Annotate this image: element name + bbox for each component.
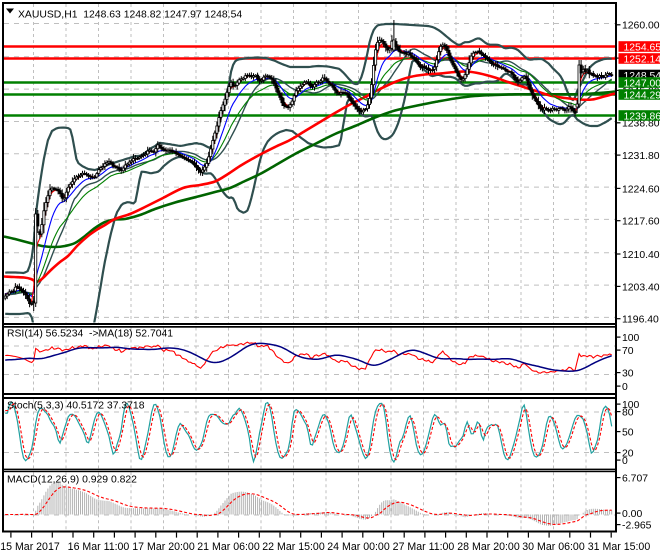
svg-text:1217.60: 1217.60 bbox=[622, 217, 660, 228]
svg-text:22 Mar 15:00: 22 Mar 15:00 bbox=[262, 541, 325, 553]
svg-text:1248.54: 1248.54 bbox=[624, 71, 660, 82]
svg-text:1244.29: 1244.29 bbox=[624, 90, 660, 101]
svg-text:1254.65: 1254.65 bbox=[624, 42, 660, 53]
svg-text:1252.14: 1252.14 bbox=[624, 54, 660, 65]
svg-text:1224.60: 1224.60 bbox=[622, 184, 660, 195]
svg-text:Stoch(5,3,3) 40.5172 37.3718: Stoch(5,3,3) 40.5172 37.3718 bbox=[7, 401, 145, 412]
svg-text:28 Mar 20:00: 28 Mar 20:00 bbox=[457, 541, 520, 553]
svg-text:27 Mar 11:00: 27 Mar 11:00 bbox=[393, 541, 455, 553]
svg-text:70: 70 bbox=[622, 346, 634, 357]
svg-text:30: 30 bbox=[622, 369, 634, 380]
svg-text:1231.80: 1231.80 bbox=[622, 151, 660, 162]
svg-text:17 Mar 20:00: 17 Mar 20:00 bbox=[132, 541, 195, 553]
svg-text:6.707: 6.707 bbox=[622, 474, 648, 485]
svg-text:0: 0 bbox=[622, 382, 628, 393]
svg-text:1247.00: 1247.00 bbox=[624, 78, 660, 89]
svg-text:1203.40: 1203.40 bbox=[622, 282, 660, 293]
svg-text:24 Mar 00:00: 24 Mar 00:00 bbox=[327, 541, 390, 553]
svg-text:1238.80: 1238.80 bbox=[622, 119, 660, 130]
svg-text:XAUUSD,H1 1248.63 1248.82 124: XAUUSD,H1 1248.63 1248.82 1247.97 1248.5… bbox=[18, 10, 242, 21]
svg-text:1239.86: 1239.86 bbox=[624, 111, 660, 122]
svg-text:1196.40: 1196.40 bbox=[622, 315, 659, 326]
svg-text:100: 100 bbox=[622, 400, 640, 411]
svg-text:31 Mar 15:00: 31 Mar 15:00 bbox=[588, 541, 651, 553]
svg-text:20: 20 bbox=[622, 449, 634, 460]
svg-text:1260.00: 1260.00 bbox=[622, 21, 660, 32]
svg-text:80: 80 bbox=[622, 408, 634, 419]
svg-text:16 Mar 11:00: 16 Mar 11:00 bbox=[68, 541, 130, 553]
svg-text:30 Mar 06:00: 30 Mar 06:00 bbox=[522, 541, 585, 553]
svg-text:1210.40: 1210.40 bbox=[622, 250, 660, 261]
svg-text:21 Mar 06:00: 21 Mar 06:00 bbox=[197, 541, 260, 553]
svg-text:RSI(14) 56.5234 ->MA(18) 52.7: RSI(14) 56.5234 ->MA(18) 52.7041 bbox=[7, 329, 173, 340]
svg-text:100: 100 bbox=[622, 333, 640, 344]
svg-text:MACD(12,26,9) 0.929 0.822: MACD(12,26,9) 0.929 0.822 bbox=[7, 475, 137, 486]
svg-text:0: 0 bbox=[622, 456, 628, 467]
svg-text:50: 50 bbox=[622, 428, 634, 439]
svg-text:15 Mar 2017: 15 Mar 2017 bbox=[0, 541, 60, 553]
svg-text:-2.965: -2.965 bbox=[622, 521, 652, 532]
svg-text:0.00: 0.00 bbox=[622, 509, 642, 520]
